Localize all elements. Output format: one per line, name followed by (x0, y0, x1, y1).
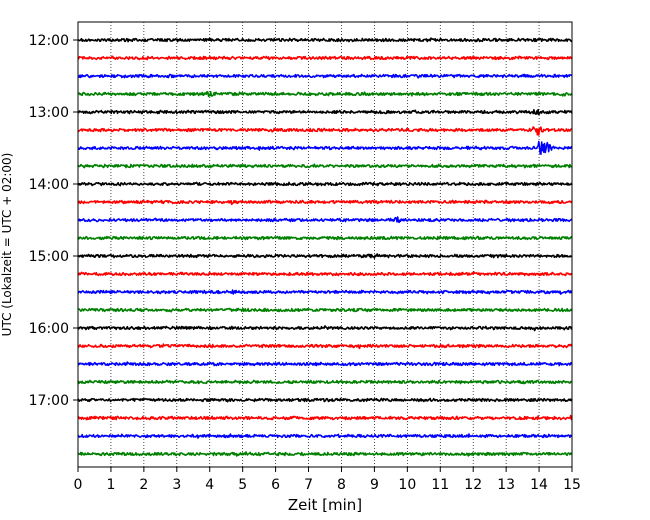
y-tick-label: 12:00 (29, 33, 69, 49)
trace-1215 (77, 55, 573, 61)
x-tick-label: 7 (304, 477, 313, 493)
trace-1430 (77, 216, 573, 224)
x-tick-label: 15 (563, 477, 581, 493)
trace-1245 (77, 90, 573, 98)
x-tick-label: 13 (497, 477, 515, 493)
x-tick-label: 0 (74, 477, 83, 493)
trace-1645 (77, 379, 573, 385)
trace-1530 (77, 289, 573, 295)
x-tick-label: 4 (205, 477, 214, 493)
trace-1615 (77, 343, 573, 350)
trace-1445 (77, 235, 573, 241)
trace-1330 (77, 140, 573, 155)
x-axis-label: Zeit [min] (288, 496, 362, 514)
trace-1500 (77, 253, 573, 259)
trace-1515 (77, 271, 573, 277)
x-axis: 0 1 2 3 4 5 6 7 8 9 10 11 12 13 14 15 (74, 467, 581, 493)
trace-1715 (77, 414, 573, 421)
y-tick-label: 14:00 (29, 177, 69, 193)
y-tick-label: 15:00 (29, 249, 69, 265)
trace-1415 (77, 199, 573, 206)
x-tick-label: 6 (271, 477, 280, 493)
grid-lines (110, 22, 540, 467)
x-tick-label: 1 (106, 477, 115, 493)
trace-1730 (77, 433, 573, 439)
x-tick-label: 8 (337, 477, 346, 493)
trace-1600 (77, 325, 573, 332)
x-tick-label: 11 (431, 477, 449, 493)
trace-1630 (77, 361, 573, 367)
trace-1745 (77, 451, 573, 457)
x-tick-label: 14 (530, 477, 548, 493)
trace-1400 (77, 181, 573, 187)
trace-1345 (77, 163, 573, 169)
y-axis: 12:00 13:00 14:00 15:00 16:00 17:00 (29, 33, 78, 409)
trace-1545 (77, 307, 573, 313)
y-tick-label: 17:00 (29, 393, 69, 409)
trace-1300 (77, 108, 573, 116)
trace-1200 (77, 37, 573, 43)
y-tick-label: 16:00 (29, 321, 69, 337)
trace-1315 (77, 126, 573, 136)
x-tick-label: 5 (238, 477, 247, 493)
y-axis-label: UTC (Lokalzeit = UTC + 02:00) (0, 153, 14, 337)
x-tick-label: 9 (370, 477, 379, 493)
x-tick-label: 12 (464, 477, 482, 493)
trace-1230 (77, 73, 573, 79)
y-tick-label: 13:00 (29, 105, 69, 121)
seismogram-traces (77, 37, 573, 457)
x-tick-label: 10 (398, 477, 416, 493)
plot-frame (77, 21, 573, 468)
x-tick-label: 3 (172, 477, 181, 493)
x-tick-label: 2 (139, 477, 148, 493)
trace-1700 (77, 397, 573, 403)
